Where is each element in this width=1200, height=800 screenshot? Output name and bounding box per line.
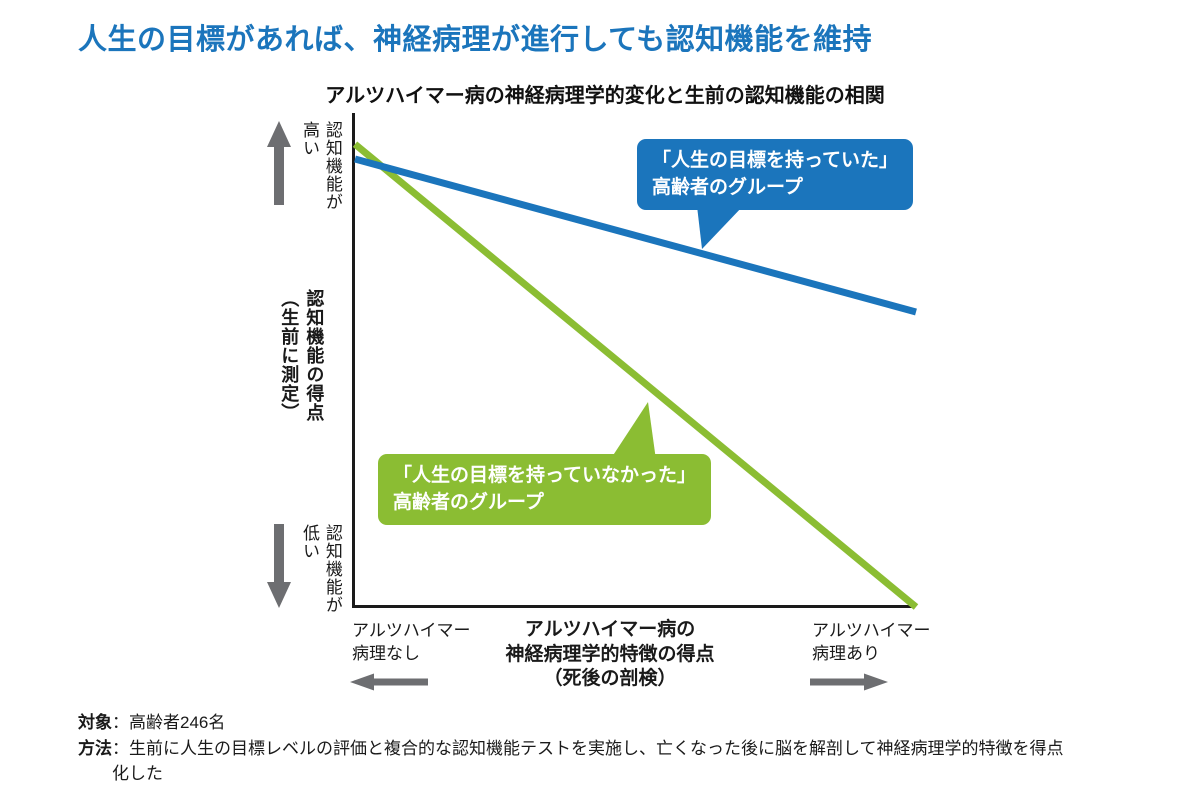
method-label: 方法 [78, 738, 112, 758]
y-axis-bottom-label: 認知機能が 低い [299, 524, 342, 614]
method-text: ：生前に人生の目標レベルの評価と複合的な認知機能テストを実施し、亡くなった後に脳… [112, 738, 1064, 784]
x-axis-left-arrow-icon [350, 673, 428, 691]
x-axis-right-label: アルツハイマー 病理あり [812, 621, 931, 663]
method-note: 方法 ：生前に人生の目標レベルの評価と複合的な認知機能テストを実施し、亡くなった… [78, 736, 1158, 787]
subject-note: 対象 ：高齢者246名 [78, 710, 1158, 736]
page-title: 人生の目標があれば、神経病理が進行しても認知機能を維持 [78, 24, 873, 56]
plot-area [352, 113, 919, 610]
line-no-purpose [352, 141, 919, 610]
subject-label: 対象 [78, 713, 112, 732]
x-axis-left-label: アルツハイマー 病理なし [352, 621, 471, 663]
no-purpose-callout-tail [610, 402, 656, 460]
line-purpose [354, 155, 917, 316]
y-axis-top-label: 認知機能が 高い [299, 121, 342, 211]
x-axis-right-arrow-icon [810, 673, 888, 691]
plot-svg [352, 141, 919, 610]
x-axis-title: アルツハイマー病の 神経病理学的特徴の得点 （死後の剖検） [505, 619, 715, 690]
y-axis-up-arrow-icon [267, 121, 291, 205]
subject-text: ：高齢者246名 [112, 713, 226, 732]
purpose-callout-tail [697, 206, 743, 249]
y-axis-title: 認知機能の得点 （生前に測定） [279, 289, 325, 422]
chart-title: アルツハイマー病の神経病理学的変化と生前の認知機能の相関 [325, 85, 885, 107]
purpose-callout: 「人生の目標を持っていた」 高齢者のグループ [637, 139, 914, 211]
footnotes: 対象 ：高齢者246名 方法 ：生前に人生の目標レベルの評価と複合的な認知機能テ… [78, 710, 1158, 787]
no-purpose-callout: 「人生の目標を持っていなかった」 高齢者のグループ [378, 454, 712, 526]
y-axis-down-arrow-icon [267, 524, 291, 608]
